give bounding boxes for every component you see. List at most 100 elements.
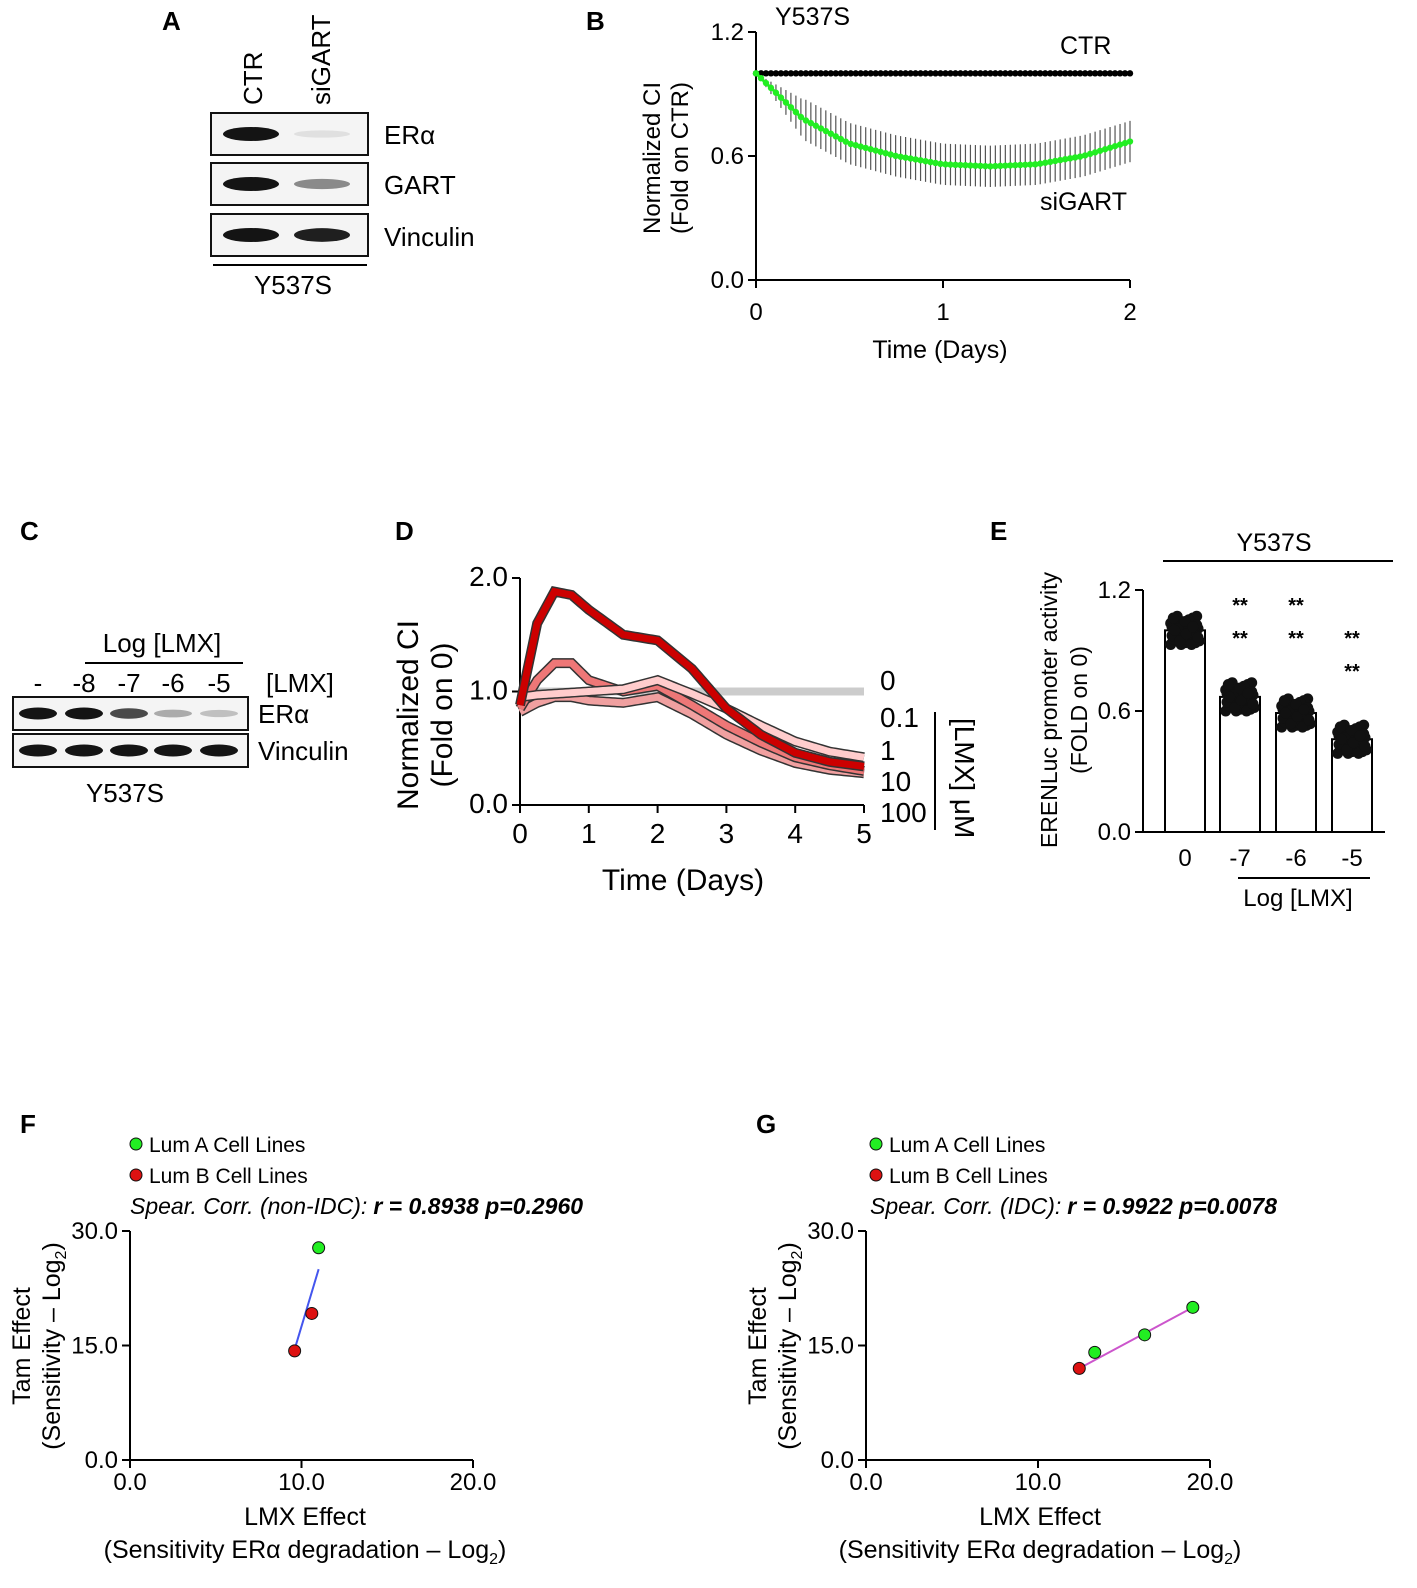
blot-band [154,744,192,757]
data-point [1116,70,1124,77]
correlation-prefix: Spear. Corr. (non-IDC): [130,1193,367,1219]
panel-f: F Lum A Cell Lines Lum B Cell Lines Spea… [8,1109,583,1568]
blot-c-bands [12,696,249,768]
data-point [757,74,765,82]
series-points-CTR [752,70,1134,77]
y-axis-label-line: (Fold on CTR) [667,82,694,234]
chart-e-axes: 0.0 0.6 1.2 [1098,577,1385,846]
bar--6 [1275,712,1317,833]
data-point [827,130,834,137]
y-tick-label: 1.0 [469,675,508,706]
data-point [762,70,770,77]
y-axis-label-line: (Fold on 0) [426,642,459,787]
data-point [897,153,904,160]
series-band-1 [515,585,865,772]
x-axis-label: LMX Effect [244,1503,366,1531]
x-tick-label: 3 [719,818,735,849]
y-tick-label: 1.2 [1098,577,1131,604]
data-point [942,70,949,77]
data-point [982,70,989,77]
legend-label: 100 [880,797,927,828]
data-point [1346,724,1358,736]
x-tick-label: 0 [1178,845,1191,872]
x-tick-label: 20.0 [1187,1469,1234,1496]
blot-a-row-label: GART [384,170,456,200]
bar-points--7 [1220,677,1260,717]
data-point [952,70,959,77]
data-point [1106,144,1114,151]
series-line-0.1 [519,676,865,761]
data-point [1037,70,1044,77]
data-point [1174,635,1186,647]
x-axis-label: Time (Days) [602,864,764,897]
series-line-siGART [754,72,1131,168]
series-label-ctr: CTR [1060,32,1111,60]
data-point [1052,157,1059,165]
data-point [792,70,800,77]
data-point [1101,146,1109,153]
y-tick-label: 0.0 [469,788,508,819]
blot-band [223,177,279,191]
data-point [1242,687,1254,699]
data-point [1169,624,1181,636]
blot-a-bands [210,112,369,257]
blot-c-lane: - [34,668,43,698]
data-point [1056,156,1064,164]
data-point [1096,70,1104,77]
data-point [932,159,939,167]
chart-e-bars [1164,610,1373,834]
data-point [817,125,825,132]
error-bars-siGART [760,76,1131,187]
data-point [1111,70,1119,77]
blot-a-row-label: ERα [384,120,435,150]
data-point [1298,703,1310,715]
y-tick-label: 30.0 [807,1218,854,1245]
data-point [1022,161,1029,168]
data-point [872,70,879,77]
blot-c-cell-line: Y537S [86,778,164,808]
blot-c-lane: -7 [117,668,140,698]
data-point [1234,682,1246,694]
data-point [987,163,994,170]
data-point [967,162,974,169]
y-axis-label: Normalized CI(Fold on 0) [392,620,459,810]
data-point [857,70,864,77]
significance-mark: ** [1288,595,1304,617]
data-point [852,142,859,149]
panel-a: A CTR siGART ERα GART Vinculin Y537S [162,6,475,300]
legend-marker-lum-a [129,1137,143,1151]
y-axis-label-line: ERENLuc promoter activity [1036,571,1062,848]
data-point [902,154,909,161]
panel-a-letter: A [162,6,181,36]
data-point [887,70,894,77]
data-point [1347,737,1359,749]
data-point [1297,721,1308,733]
y-axis-label-2: (Sensitivity – Log2) [774,1242,806,1450]
data-point [1247,698,1259,710]
chart-g-text: LMX Effect (Sensitivity ERα degradation –… [744,1242,1241,1568]
y-axis-label-2-close: ) [38,1242,66,1250]
data-point [947,161,954,168]
data-point [1002,162,1009,169]
bar-points--6 [1276,693,1316,733]
y-tick-label: 0.0 [821,1447,854,1474]
data-point [1138,1328,1152,1342]
x-tick-label: 5 [856,818,872,849]
data-point [1359,740,1371,752]
data-point [1071,70,1079,77]
data-point [1088,1345,1102,1359]
data-point [847,140,854,148]
data-point [812,70,820,77]
chart-d-series [515,585,865,779]
data-point [862,70,869,77]
x-tick-label: -5 [1341,845,1362,872]
blot-c-group-label: Log [LMX] [103,628,222,658]
data-point [972,70,979,77]
data-point [802,117,810,124]
data-point [1186,638,1197,650]
data-point [1081,70,1089,77]
x-tick-label: 2 [1123,299,1136,326]
x-axis-label-2-text: (Sensitivity ERα degradation – Log [104,1536,490,1564]
